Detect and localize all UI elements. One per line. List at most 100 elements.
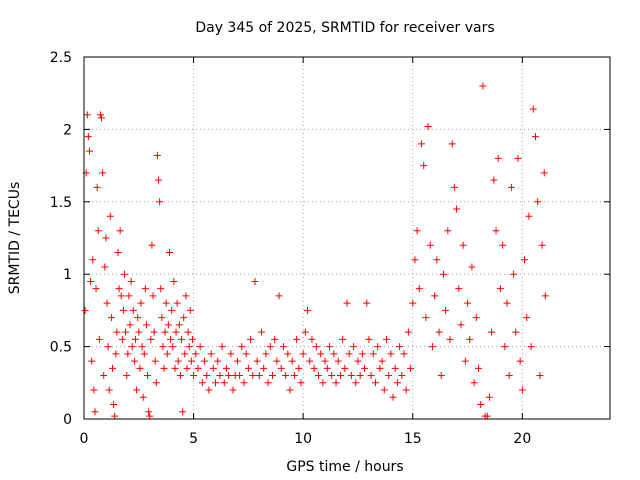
data-point (100, 372, 108, 380)
data-point (94, 227, 102, 235)
data-point (378, 357, 386, 365)
data-point (152, 379, 160, 387)
data-point (106, 212, 114, 220)
data-point (266, 343, 274, 351)
data-point (514, 154, 522, 162)
data-point (176, 372, 184, 380)
data-point (415, 285, 423, 293)
data-point (516, 357, 524, 365)
data-point (354, 357, 362, 365)
data-point (505, 372, 513, 380)
data-point (124, 350, 132, 358)
data-point (328, 372, 336, 380)
data-point (101, 263, 109, 271)
data-point (141, 285, 149, 293)
data-point (494, 154, 502, 162)
data-point (220, 379, 228, 387)
data-point (163, 350, 171, 358)
data-point (264, 379, 272, 387)
data-point (227, 350, 235, 358)
data-point (523, 314, 531, 322)
data-point (136, 364, 144, 372)
data-point (135, 328, 143, 336)
data-point (301, 328, 309, 336)
data-point (203, 372, 211, 380)
data-point (453, 205, 461, 213)
data-point (240, 379, 248, 387)
data-point (182, 292, 190, 300)
data-point (185, 343, 193, 351)
data-point (363, 299, 371, 307)
x-tick-label: 5 (189, 431, 198, 447)
data-point (439, 270, 447, 278)
data-point (159, 343, 167, 351)
data-point (233, 357, 241, 365)
data-point (488, 328, 496, 336)
data-point (347, 372, 355, 380)
data-point (461, 357, 469, 365)
data-point (93, 183, 101, 191)
data-point (391, 364, 399, 372)
data-point (367, 372, 375, 380)
data-point (437, 372, 445, 380)
data-point (376, 364, 384, 372)
data-point (284, 350, 292, 358)
data-point (499, 241, 507, 249)
data-point (448, 140, 456, 148)
data-point (536, 372, 544, 380)
data-point (312, 343, 320, 351)
data-point (288, 357, 296, 365)
chart-title: Day 345 of 2025, SRMTID for receiver var… (195, 20, 494, 36)
data-point (402, 386, 410, 394)
data-point (356, 372, 364, 380)
data-point (306, 357, 314, 365)
data-point (150, 328, 158, 336)
data-point (293, 335, 301, 343)
data-point (485, 393, 493, 401)
data-point (472, 314, 480, 322)
data-point (315, 372, 323, 380)
data-point (387, 350, 395, 358)
data-point (153, 151, 161, 159)
data-point (512, 328, 520, 336)
data-point (426, 241, 434, 249)
data-point (323, 364, 331, 372)
data-point (205, 386, 213, 394)
data-point (538, 241, 546, 249)
data-point (188, 335, 196, 343)
data-point (162, 299, 170, 307)
data-point (341, 364, 349, 372)
data-point (393, 379, 401, 387)
data-point (209, 364, 217, 372)
data-point (229, 386, 237, 394)
data-point (81, 306, 89, 314)
data-point (90, 386, 98, 394)
y-tick-label: 1 (63, 267, 72, 283)
data-point (146, 412, 154, 420)
data-point (258, 328, 266, 336)
x-tick-label: 0 (80, 431, 89, 447)
data-point (83, 111, 91, 119)
data-point (180, 314, 188, 322)
data-point (225, 372, 233, 380)
data-point (304, 306, 312, 314)
data-point (247, 335, 255, 343)
data-point (92, 285, 100, 293)
data-point (116, 227, 124, 235)
data-point (525, 212, 533, 220)
data-point (174, 357, 182, 365)
data-point (112, 350, 120, 358)
data-point (104, 343, 112, 351)
data-point (192, 350, 200, 358)
data-point (249, 372, 257, 380)
data-point (343, 299, 351, 307)
data-point (433, 256, 441, 264)
data-point (138, 343, 146, 351)
data-point (108, 364, 116, 372)
data-point (361, 364, 369, 372)
data-point (477, 401, 485, 409)
data-point (339, 335, 347, 343)
data-point (95, 335, 103, 343)
data-point (169, 343, 177, 351)
